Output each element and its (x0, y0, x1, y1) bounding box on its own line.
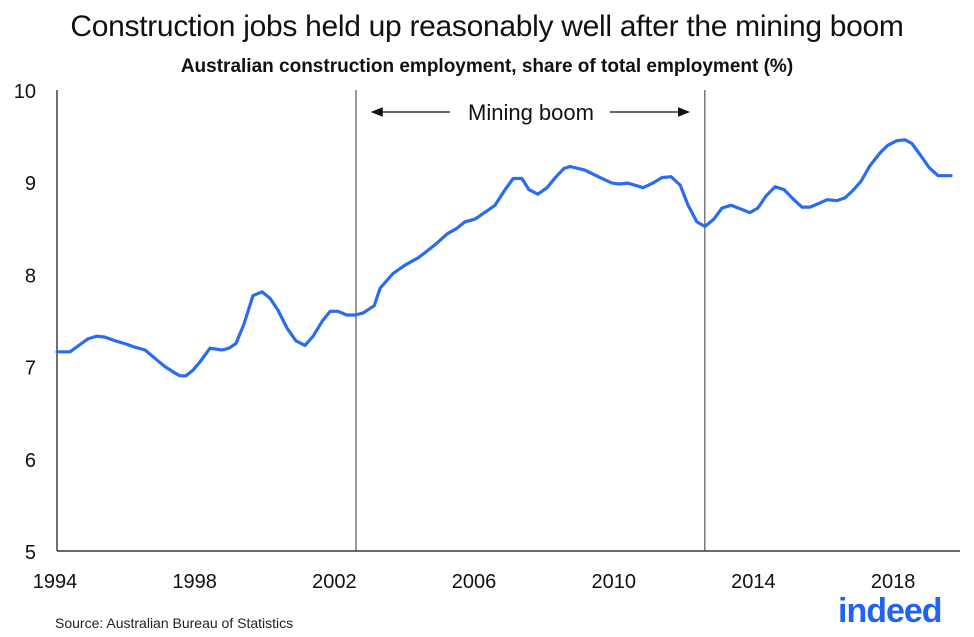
x-tick-label: 1998 (172, 571, 217, 593)
y-tick-label: 5 (25, 542, 36, 564)
indeed-logo: indeed (838, 592, 943, 630)
x-tick-label: 2018 (871, 571, 916, 593)
y-tick-label: 8 (25, 265, 36, 287)
x-tick-label: 2014 (731, 571, 776, 593)
x-tick-label: 2006 (452, 571, 497, 593)
y-tick-label: 9 (25, 173, 36, 195)
source-note: Source: Australian Bureau of Statistics (55, 615, 294, 631)
chart-subtitle: Australian construction employment, shar… (180, 56, 794, 77)
y-tick-label: 7 (25, 358, 36, 380)
x-tick-label: 2010 (591, 571, 636, 593)
x-tick-label: 2002 (312, 571, 357, 593)
series-line (55, 138, 953, 378)
mining-boom-label: Mining boom (468, 100, 594, 125)
y-tick-label: 6 (25, 450, 36, 472)
y-tick-label: 10 (14, 81, 36, 103)
x-tick-label: 1994 (33, 571, 78, 593)
chart-title: Construction jobs held up reasonably wel… (70, 10, 904, 43)
